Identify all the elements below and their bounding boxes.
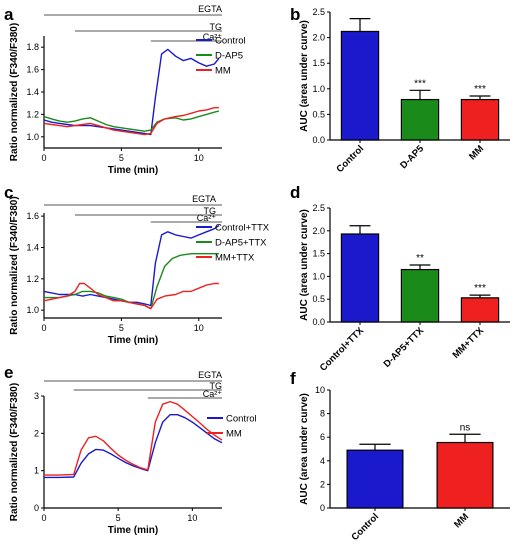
y-tick-label: 1.5 xyxy=(312,249,325,259)
y-axis-title: AUC (area under curve) xyxy=(299,393,310,505)
x-axis-title: Time (min) xyxy=(108,165,158,176)
x-tick-label: 0 xyxy=(41,153,46,163)
y-tick-label: 1.6 xyxy=(26,211,39,221)
y-tick-label: 1.8 xyxy=(26,42,39,52)
y-tick-label: 2.5 xyxy=(312,7,325,17)
legend-label: MM xyxy=(215,66,231,77)
bar-d-ap5-ttx xyxy=(400,268,440,323)
y-tick-label: 0.5 xyxy=(312,294,325,304)
significance-label: *** xyxy=(414,78,426,89)
y-tick-label: 1.2 xyxy=(26,274,39,284)
x-tick-label: 5 xyxy=(119,323,124,333)
legend-label: Control+TTX xyxy=(215,223,270,234)
bar-control xyxy=(346,449,404,509)
y-tick-label: 1.0 xyxy=(26,305,39,315)
y-tick-label: 1 xyxy=(34,466,39,476)
x-tick-label: 0 xyxy=(41,323,46,333)
legend-label: Control xyxy=(215,36,246,47)
series-line-d-ap5 xyxy=(43,110,220,132)
panel-label-f: f xyxy=(290,369,296,388)
legend-label: MM xyxy=(226,429,242,440)
y-tick-label: 0 xyxy=(34,503,39,513)
y-tick-label: 1.5 xyxy=(312,58,325,68)
treatment-label-0: EGTA xyxy=(192,194,216,204)
series-line-mm-ttx xyxy=(43,282,219,310)
y-tick-label: 1.2 xyxy=(26,109,39,119)
y-tick-label: 0.0 xyxy=(312,317,325,327)
bar-control xyxy=(340,30,380,141)
y-axis-title: AUC (area under curve) xyxy=(299,20,310,132)
y-tick-label: 2.0 xyxy=(312,33,325,43)
panel-label-a: a xyxy=(4,5,14,24)
legend-label: Control xyxy=(226,414,257,425)
x-tick-label: 10 xyxy=(194,323,204,333)
series-line-mm xyxy=(43,106,219,136)
treatment-label-1: TG xyxy=(210,381,223,391)
y-tick-label: 8 xyxy=(320,409,325,419)
x-axis-title: Time (min) xyxy=(108,525,158,536)
significance-label: ** xyxy=(416,253,424,264)
y-tick-label: 2 xyxy=(320,479,325,489)
y-tick-label: 3 xyxy=(34,391,39,401)
x-tick-label: 5 xyxy=(119,153,124,163)
treatment-label-2: Ca²⁺ xyxy=(203,389,223,399)
series-line-mm xyxy=(44,400,223,476)
panel-label-e: e xyxy=(4,363,13,382)
panel-label-d: d xyxy=(290,183,300,202)
y-tick-label: 1.4 xyxy=(26,87,39,97)
y-tick-label: 1.6 xyxy=(26,65,39,75)
bar-d-ap5 xyxy=(400,98,440,141)
y-tick-label: 1.0 xyxy=(312,271,325,281)
y-tick-label: 2 xyxy=(34,428,39,438)
y-tick-label: 2.0 xyxy=(312,226,325,236)
x-tick-label: 0 xyxy=(41,513,46,523)
y-tick-label: 0.0 xyxy=(312,135,325,145)
y-tick-label: 0.5 xyxy=(312,109,325,119)
y-axis-title: AUC (area under curve) xyxy=(299,209,310,321)
y-axis-title: Ratio normalized (F340/F380) xyxy=(9,196,20,334)
bar-control-ttx xyxy=(340,233,380,323)
bar-mm xyxy=(460,98,500,141)
y-tick-label: 2.5 xyxy=(312,203,325,213)
treatment-label-1: TG xyxy=(204,206,217,216)
treatment-label-2: Ca²⁺ xyxy=(197,213,217,223)
y-axis-title: Ratio normalized (F340/F380) xyxy=(9,23,20,161)
y-axis-title: Ratio normalized (F340/F380) xyxy=(9,383,20,521)
treatment-label-0: EGTA xyxy=(198,370,222,380)
y-tick-label: 1.4 xyxy=(26,242,39,252)
panel-label-c: c xyxy=(4,183,13,202)
bar-mm xyxy=(436,441,494,509)
treatment-label-0: EGTA xyxy=(198,4,222,14)
bar-mm-ttx xyxy=(460,297,500,323)
y-tick-label: 0 xyxy=(320,503,325,513)
x-tick-label: 5 xyxy=(116,513,121,523)
panel-label-b: b xyxy=(290,5,300,24)
y-tick-label: 1.0 xyxy=(26,132,39,142)
significance-label: *** xyxy=(474,84,486,95)
y-tick-label: 6 xyxy=(320,432,325,442)
treatment-label-2: Ca²⁺ xyxy=(203,32,223,42)
x-tick-label: 10 xyxy=(187,513,197,523)
legend-label: D-AP5+TTX xyxy=(215,238,267,249)
legend-label: MM+TTX xyxy=(215,253,255,264)
significance-label: *** xyxy=(474,283,486,294)
y-tick-label: 4 xyxy=(320,456,325,466)
treatment-label-1: TG xyxy=(210,22,223,32)
legend-label: D-AP5 xyxy=(215,51,243,62)
y-tick-label: 1.0 xyxy=(312,84,325,94)
x-axis-title: Time (min) xyxy=(108,335,158,346)
significance-label: ns xyxy=(460,422,471,433)
y-tick-label: 10 xyxy=(315,385,325,395)
x-tick-label: 10 xyxy=(194,153,204,163)
